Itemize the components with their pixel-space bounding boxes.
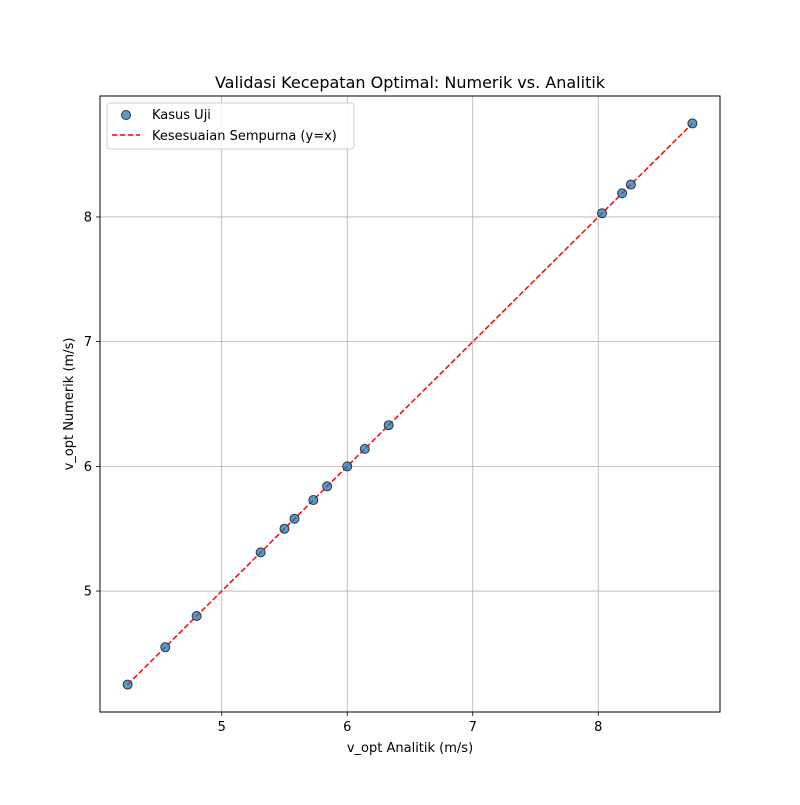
data-point: [617, 188, 628, 199]
line-layer: [127, 122, 693, 686]
x-tick-label: 7: [469, 720, 477, 735]
x-tick-label: 6: [343, 720, 351, 735]
data-point: [191, 610, 202, 621]
data-point: [255, 547, 266, 558]
grid-layer: [100, 96, 720, 712]
data-point: [625, 179, 636, 190]
data-point: [687, 118, 698, 129]
x-tick-label: 8: [594, 720, 602, 735]
legend-label-kasus-uji: Kasus Uji: [152, 108, 211, 123]
x-axis-label: v_opt Analitik (m/s): [347, 741, 473, 756]
data-point: [359, 443, 370, 454]
y-tick-label: 6: [84, 460, 92, 475]
y-tick-label: 5: [84, 585, 92, 600]
data-point: [597, 208, 608, 219]
data-point: [322, 481, 333, 492]
data-point: [160, 642, 171, 653]
chart-title: Validasi Kecepatan Optimal: Numerik vs. …: [215, 73, 606, 92]
legend-marker-kasus-uji: [121, 110, 131, 120]
data-point: [342, 461, 353, 472]
y-tick-label: 8: [84, 210, 92, 225]
legend-box: [106, 102, 355, 150]
data-point: [308, 495, 319, 506]
legend-label-kesesuaian: Kesesuaian Sempurna (y=x): [152, 129, 337, 144]
x-tick-label: 5: [218, 720, 226, 735]
plot-frame: [99, 95, 721, 713]
point-layer: [122, 118, 698, 690]
data-point: [383, 420, 394, 431]
tick-layer: 5 6 7 8 5 6 7 8: [84, 210, 603, 735]
y-tick-label: 7: [84, 335, 92, 350]
y-axis-label: v_opt Numerik (m/s): [62, 338, 77, 471]
data-point: [289, 513, 300, 524]
reference-line: [127, 122, 693, 686]
data-point: [279, 523, 290, 534]
data-point: [122, 679, 133, 690]
legend: Kasus Uji Kesesuaian Sempurna (y=x): [106, 102, 355, 150]
